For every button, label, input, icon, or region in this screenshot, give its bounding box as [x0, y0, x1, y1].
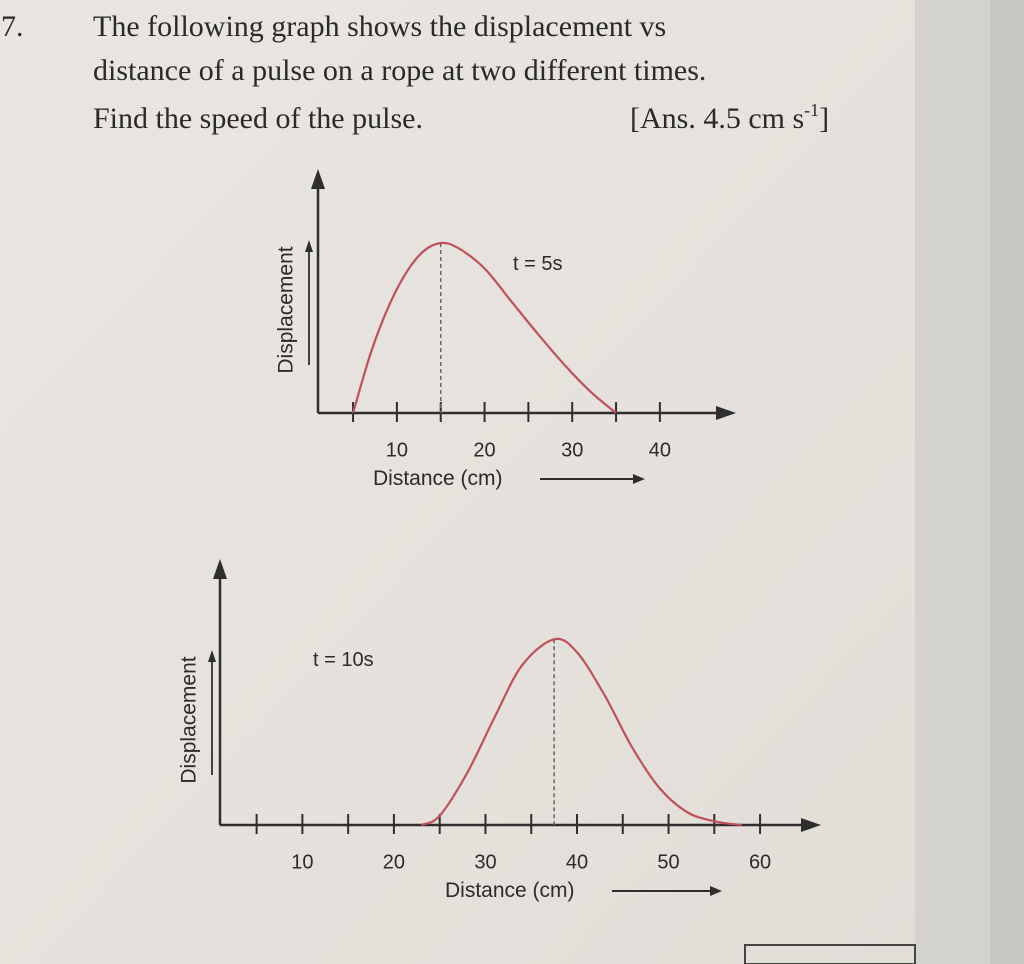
x-tick-label: 20 — [473, 439, 495, 461]
answer-superscript: -1 — [804, 100, 819, 120]
y-title-arrowhead — [208, 650, 216, 662]
y-axis-title: Displacement — [275, 246, 298, 373]
x-axis-title: Distance (cm) — [445, 879, 575, 902]
x-tick-label: 40 — [566, 851, 588, 873]
pulse-curve — [352, 241, 617, 414]
graph: 10 20 30 40 Displacement t = 5s Distance (cm) — [275, 169, 736, 490]
x-title-arrowhead — [710, 886, 722, 896]
annotation: t = 10s — [313, 649, 374, 671]
x-tick-label: 30 — [474, 851, 496, 873]
x-tick-label: 30 — [561, 439, 583, 461]
graph: 10 20 30 40 50 60 Displacement t = 10s Distance … — [178, 559, 821, 902]
pulse-curve — [420, 637, 742, 827]
y-axis-arrow — [213, 559, 227, 579]
x-title-arrowhead — [633, 474, 645, 484]
box-edge — [744, 944, 916, 964]
question-number: 27. — [0, 10, 24, 43]
paper — [0, 0, 915, 964]
x-tick-label: 10 — [291, 851, 313, 873]
x-tick-label: 40 — [649, 439, 671, 461]
answer-text: [Ans. 4.5 cm s — [630, 102, 804, 135]
question-line: distance of a pulse on a rope at two dif… — [93, 54, 706, 87]
x-tick-label: 20 — [383, 851, 405, 873]
y-axis-title: Displacement — [178, 656, 201, 783]
y-title-arrowhead — [305, 240, 313, 252]
x-axis-arrow — [716, 406, 736, 420]
x-tick-label: 50 — [657, 851, 679, 873]
answer-close: ] — [819, 102, 829, 135]
y-axis-arrow — [311, 169, 325, 189]
annotation: t = 5s — [513, 253, 562, 275]
x-tick-label: 10 — [386, 439, 408, 461]
x-axis-title: Distance (cm) — [373, 467, 503, 490]
question-line: Find the speed of the pulse. — [93, 102, 423, 135]
question-line: The following graph shows the displaceme… — [93, 10, 666, 43]
page-edge — [990, 0, 1024, 964]
answer: [Ans. 4.5 cm s-1] — [630, 100, 829, 135]
x-tick-label: 60 — [749, 851, 771, 873]
x-axis-arrow — [801, 818, 821, 832]
